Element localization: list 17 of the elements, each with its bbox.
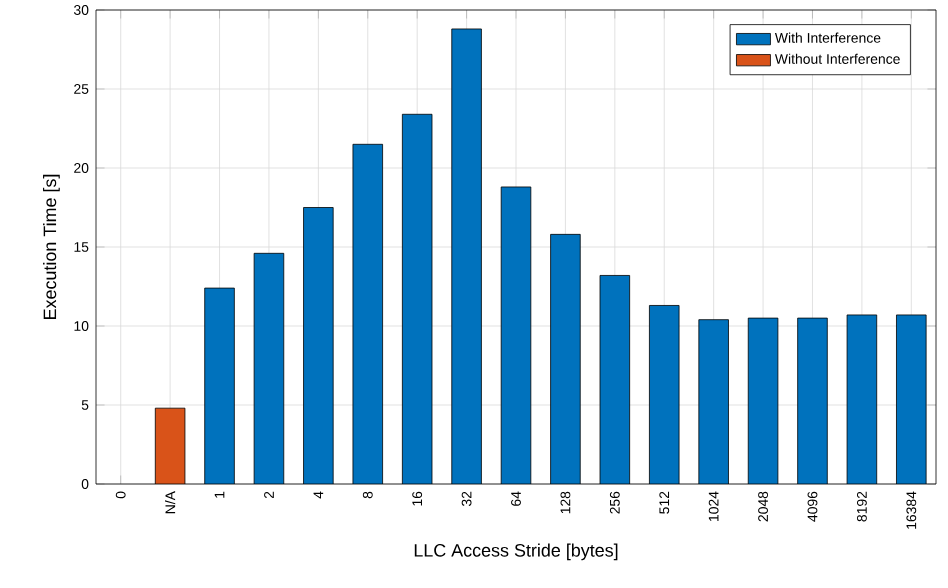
bar: [747, 317, 779, 484]
x-axis-title: LLC Access Stride [bytes]: [414, 543, 618, 561]
bar: [698, 319, 729, 484]
bar: [846, 314, 878, 484]
bar: [797, 317, 828, 484]
bar: [352, 143, 383, 484]
bar: [204, 287, 235, 484]
bar: [649, 305, 680, 484]
bar: [550, 233, 581, 484]
bar: [500, 186, 532, 484]
bar: [451, 28, 482, 484]
bar: [253, 252, 285, 484]
bar: [599, 275, 631, 484]
bar: [896, 314, 927, 484]
bar: [303, 207, 334, 484]
bar: [401, 113, 433, 484]
y-axis-title: Execution Time [s]: [43, 174, 60, 319]
